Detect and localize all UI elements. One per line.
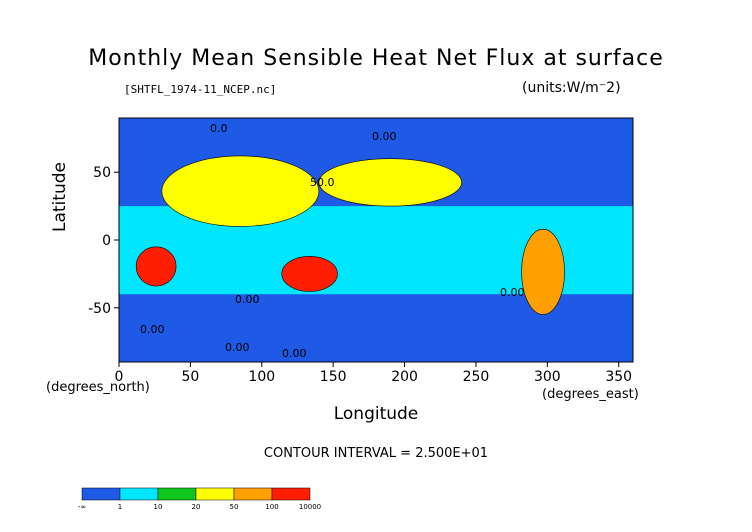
colorbar-label: -∞ [78, 503, 86, 511]
x-tick-label: 250 [463, 369, 490, 385]
contour-label: 0.00 [225, 341, 250, 354]
x-unit-label: (degrees_east) [542, 387, 639, 402]
x-tick-label: 200 [391, 369, 418, 385]
colorbar-label: 10000 [299, 503, 321, 511]
colorbar-label: 1 [118, 503, 122, 511]
contour-interval: CONTOUR INTERVAL = 2.500E+01 [263, 446, 489, 461]
contour-label: 0.0 [210, 122, 228, 135]
x-tick-label: 100 [248, 369, 275, 385]
colorbar-swatch [271, 487, 311, 501]
region-australia [281, 255, 338, 292]
axes: 0 50 100 150 200 250 300 350 -50 0 50 [88, 165, 632, 385]
x-tick-label: 350 [605, 369, 632, 385]
contour-label: 50.0 [310, 176, 335, 189]
contour-label: 0.00 [500, 286, 525, 299]
region-southern-africa [135, 246, 177, 287]
contour-labels: 0.0 50.0 0.00 0.00 0.00 0.00 0.00 0.00 [140, 122, 525, 360]
x-tick-label: 150 [320, 369, 347, 385]
units-label: (units:W/m⁻2) [522, 80, 621, 96]
chart-title: Monthly Mean Sensible Heat Net Flux at s… [88, 46, 664, 71]
y-tick-label: 0 [102, 233, 111, 249]
contour-label: 0.00 [140, 323, 165, 336]
y-unit-label: (degrees_north) [46, 380, 150, 395]
x-axis-label: Longitude [333, 404, 419, 424]
colorbar-label: 10 [154, 503, 163, 511]
contour-label: 0.00 [235, 293, 260, 306]
colorbar-swatch [119, 487, 159, 501]
colorbar-swatch [195, 487, 235, 501]
region-eurasia [161, 155, 320, 227]
region-north-pacific [318, 158, 462, 207]
x-tick-label: 50 [181, 369, 199, 385]
contour-label: 0.00 [372, 130, 397, 143]
y-tick-label: 50 [93, 165, 111, 181]
y-tick-label: -50 [88, 301, 111, 317]
colorbar-swatch [233, 487, 273, 501]
colorbar-swatch [157, 487, 197, 501]
region-southern-ocean [119, 301, 633, 362]
colorbar-label: 100 [265, 503, 278, 511]
chart-subtitle: [SHTFL_1974-11_NCEP.nc] [124, 83, 277, 96]
map-field [119, 118, 633, 362]
x-tick-label: 0 [115, 369, 124, 385]
colorbar: -∞ 1 10 20 50 100 10000 [78, 487, 321, 511]
colorbar-swatch [81, 487, 121, 501]
region-arctic-ocean [119, 118, 633, 156]
colorbar-label: 50 [230, 503, 239, 511]
x-tick-label: 300 [534, 369, 561, 385]
colorbar-label: 20 [192, 503, 201, 511]
region-south-america [521, 228, 565, 315]
contour-label: 0.00 [282, 347, 307, 360]
